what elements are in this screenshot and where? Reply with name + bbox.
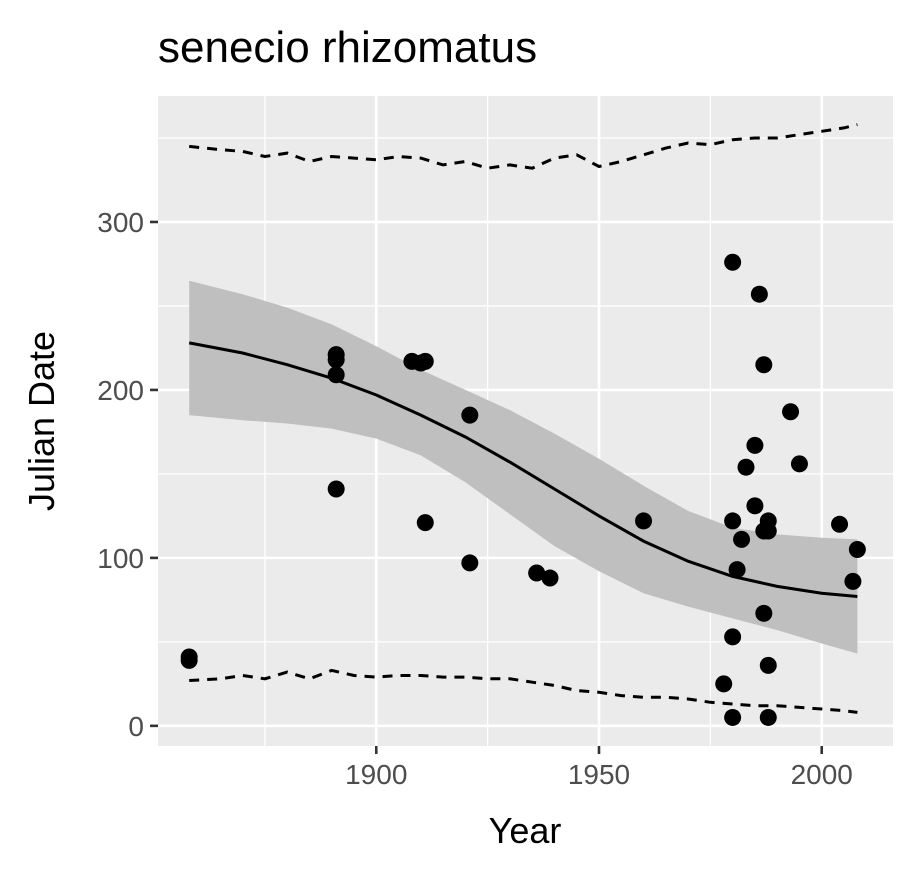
data-point — [790, 455, 808, 473]
data-point — [724, 512, 742, 530]
y-tick-label: 300 — [97, 207, 144, 238]
data-point — [724, 253, 742, 271]
data-point — [715, 675, 733, 693]
x-tick-label: 2000 — [791, 759, 853, 790]
y-axis-title: Julian Date — [21, 331, 62, 511]
data-point — [831, 515, 849, 533]
data-point — [541, 569, 559, 587]
dashed-lines-layer — [189, 123, 858, 714]
data-point — [759, 708, 777, 726]
data-point — [327, 366, 345, 384]
x-axis: 1900 1950 2000 — [345, 746, 853, 790]
data-point — [733, 530, 751, 548]
data-point — [728, 561, 746, 579]
x-tick-label: 1900 — [345, 759, 407, 790]
data-point — [737, 458, 755, 476]
y-tick-label: 0 — [128, 711, 144, 742]
data-point — [759, 656, 777, 674]
lower-dashed-line — [189, 668, 858, 714]
data-point — [755, 356, 773, 374]
data-point — [724, 708, 742, 726]
data-point — [461, 406, 479, 424]
y-tick-label: 200 — [97, 375, 144, 406]
data-point — [746, 497, 764, 515]
data-point — [844, 572, 862, 590]
data-point — [327, 480, 345, 498]
x-tick-label: 1950 — [568, 759, 630, 790]
data-point — [782, 403, 800, 421]
data-point — [180, 648, 198, 666]
data-points-layer — [180, 253, 866, 726]
upper-dashed-line — [189, 123, 858, 170]
chart-title: senecio rhizomatus — [158, 23, 537, 72]
data-point — [327, 346, 345, 364]
data-point — [750, 285, 768, 303]
x-axis-title: Year — [489, 810, 562, 851]
trend-line-layer — [188, 341, 858, 598]
data-point — [416, 352, 434, 370]
data-point — [755, 604, 773, 622]
y-axis: 0 100 200 300 — [97, 207, 158, 742]
data-point — [416, 514, 434, 532]
trend-line — [188, 341, 858, 598]
data-point — [635, 512, 653, 530]
data-point — [746, 436, 764, 454]
y-tick-label: 100 — [97, 543, 144, 574]
data-point — [848, 540, 866, 558]
data-point — [461, 554, 479, 572]
data-point — [759, 522, 777, 540]
data-point — [528, 564, 546, 582]
data-point — [724, 628, 742, 646]
